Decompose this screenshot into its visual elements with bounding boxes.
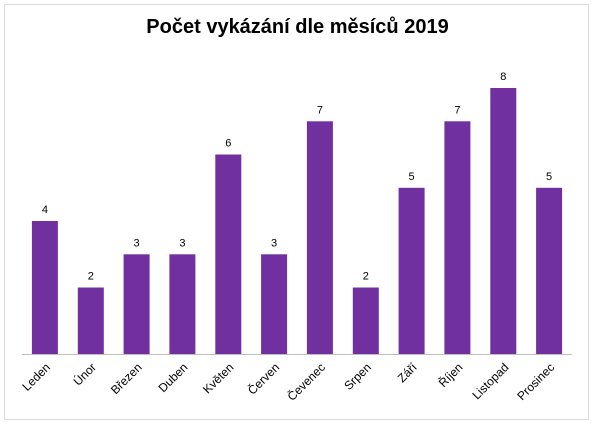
data-label: 5: [409, 171, 415, 183]
tick-label: Srpen: [341, 360, 374, 393]
bar-březen: [123, 254, 150, 355]
data-label: 7: [454, 104, 460, 116]
bar-listopad: [490, 88, 517, 354]
tick-label: Září: [395, 360, 420, 385]
tick-label: Červen: [244, 360, 282, 398]
data-label: 5: [546, 171, 552, 183]
bar-srpen: [352, 287, 379, 354]
data-label: 6: [225, 138, 231, 150]
data-label: 3: [134, 237, 140, 249]
category-ticks-group: Leden Únor Březen Duben Květen Červen Čevenec S…: [20, 360, 558, 404]
tick-label: Březen: [108, 360, 145, 397]
tick-label: Listopad: [469, 360, 511, 402]
bar-říjen: [444, 121, 471, 355]
data-labels-group: 4 2 3 3 6 3 7 2 5 7 8 5: [42, 71, 552, 283]
data-label: 2: [88, 271, 94, 283]
tick-label: Prosinec: [514, 360, 557, 403]
bar-květen: [215, 154, 242, 354]
bar-čevenec: [306, 121, 333, 355]
data-label: 3: [271, 237, 277, 249]
bar-září: [398, 187, 425, 355]
tick-label: Únor: [70, 360, 99, 389]
data-label: 7: [317, 104, 323, 116]
bar-únor: [77, 287, 104, 354]
data-label: 8: [500, 71, 506, 83]
data-label: 2: [363, 271, 369, 283]
data-label: 4: [42, 204, 48, 216]
data-label: 3: [179, 237, 185, 249]
bar-červen: [261, 254, 288, 355]
bar-prosinec: [536, 187, 563, 355]
chart-title: Počet vykázání dle měsíců 2019: [146, 16, 449, 38]
tick-label: Duben: [156, 360, 191, 395]
tick-label: Čevenec: [284, 360, 328, 404]
tick-label: Květen: [200, 360, 236, 396]
bar-duben: [169, 254, 196, 355]
bars-group: [31, 88, 563, 355]
tick-label: Leden: [20, 360, 53, 393]
tick-label: Říjen: [435, 360, 465, 390]
bar-leden: [31, 221, 58, 354]
